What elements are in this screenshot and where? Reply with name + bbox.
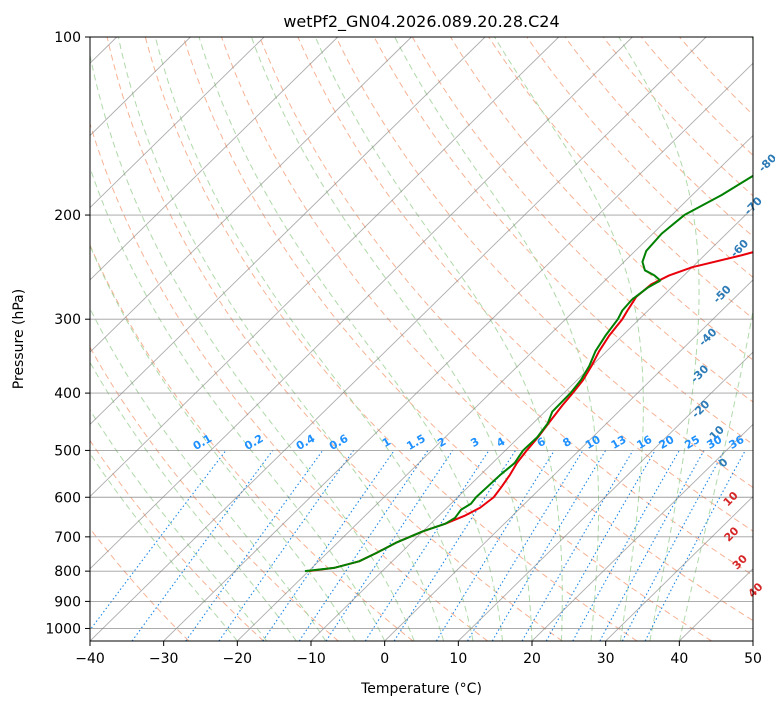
moist-adiabat-line xyxy=(394,37,600,641)
isotherm-line xyxy=(310,207,753,641)
moist-adiabat-line xyxy=(678,37,753,641)
dry-adiabat-line xyxy=(411,37,753,403)
mixing-ratio-line xyxy=(325,450,454,641)
isotherm-line xyxy=(90,37,486,425)
moist-adiabat-line xyxy=(117,37,445,641)
dry-adiabat-line xyxy=(90,439,264,641)
isotherm-line xyxy=(384,279,753,641)
moist-adiabat-line xyxy=(618,37,700,641)
moist-adiabat-line xyxy=(198,37,504,641)
y-tick-label: 200 xyxy=(54,208,81,224)
plot-frame xyxy=(89,36,754,642)
moist-adiabat-line xyxy=(90,409,268,641)
mixing-ratio-line xyxy=(545,450,656,641)
y-tick-label: 800 xyxy=(54,564,81,580)
dry-adiabat-line xyxy=(90,122,488,641)
dry-adiabat-line xyxy=(90,243,414,641)
mixing-ratio-line xyxy=(262,450,395,641)
axes: −40 −30 −20 −10 0 10 20 30 40 50 1000 900 800 700 600 5… xyxy=(45,30,762,667)
mixing-ratio-line xyxy=(185,450,324,641)
y-tick-label: 600 xyxy=(54,490,81,506)
y-tick-label: 900 xyxy=(54,594,81,610)
y-axis-label: Pressure (hPa) xyxy=(11,289,27,389)
y-tick-label: 300 xyxy=(54,312,81,328)
isotherm-line xyxy=(90,37,412,353)
dry-adiabat-line xyxy=(373,37,753,446)
moist-adiabat-line xyxy=(154,37,474,641)
dry-adiabat-line xyxy=(488,37,753,320)
moist-adiabat-line xyxy=(90,452,238,641)
mixing-ratio-line xyxy=(621,450,726,641)
x-tick-label: 40 xyxy=(670,651,688,667)
mixing-ratio-line xyxy=(90,450,227,631)
x-tick-label: 20 xyxy=(523,651,541,667)
y-tick-label: 400 xyxy=(54,386,81,402)
x-tick-label: 10 xyxy=(449,651,467,667)
x-tick-label: −20 xyxy=(223,651,253,667)
mixing-ratio-line xyxy=(572,450,680,641)
moist-adiabat-line xyxy=(314,37,563,641)
x-tick-label: −30 xyxy=(149,651,179,667)
y-tick-label: 100 xyxy=(54,30,81,46)
x-tick-label: 30 xyxy=(597,651,615,667)
isotherm-line xyxy=(90,37,707,641)
dry-adiabat-line xyxy=(90,346,339,641)
y-tick-label: 700 xyxy=(54,530,81,546)
moist-adiabat-line xyxy=(90,244,356,641)
x-tick-label: 0 xyxy=(380,651,389,667)
moist-adiabat-line xyxy=(90,361,297,641)
isotherm-line xyxy=(90,37,633,570)
isotherm-line xyxy=(163,62,753,641)
y-tick-label: 1000 xyxy=(45,621,81,637)
dry-adiabat-line xyxy=(182,37,712,641)
mixing-ratio-line xyxy=(599,450,705,641)
moist-adiabat-line xyxy=(90,307,327,641)
isotherm-line xyxy=(458,351,753,641)
x-axis-label: Temperature (°C) xyxy=(360,681,482,697)
mixing-ratio-line xyxy=(131,450,274,641)
x-tick-label: −40 xyxy=(75,651,105,667)
dry-adiabat-line xyxy=(259,37,753,577)
x-tick-label: 50 xyxy=(744,651,762,667)
isotherm-line xyxy=(90,37,339,281)
isotherm-line xyxy=(531,423,753,641)
mixing-ratio-line xyxy=(298,450,429,641)
moist-adiabat-line xyxy=(494,37,644,641)
y-tick-label: 500 xyxy=(54,443,81,459)
temperature-profile-line xyxy=(308,251,753,573)
dewpoint-profile-line xyxy=(304,174,753,573)
isotherm-line xyxy=(90,37,560,498)
isotherm-line xyxy=(90,37,265,209)
isotherm-line xyxy=(605,495,753,641)
mixing-ratio-line xyxy=(364,450,490,641)
plot-area: -100-90-80-70-60-50-40-30-20-10010203040… xyxy=(90,37,775,641)
dry-adiabat-line xyxy=(335,37,753,489)
chart-title: wetPf2_GN04.2026.089.20.28.C24 xyxy=(283,12,559,32)
mixing-ratio-line xyxy=(218,450,355,641)
moist-adiabat-line xyxy=(250,37,533,641)
mixing-ratio-line xyxy=(435,450,555,641)
isotherm-line xyxy=(237,134,753,641)
mixing-ratio-line xyxy=(393,450,517,641)
dry-adiabat-line xyxy=(144,37,638,641)
plot-contents xyxy=(90,37,753,641)
x-tick-label: −10 xyxy=(296,651,326,667)
dry-adiabat-line xyxy=(106,37,563,641)
dry-adiabat-line xyxy=(221,37,753,622)
